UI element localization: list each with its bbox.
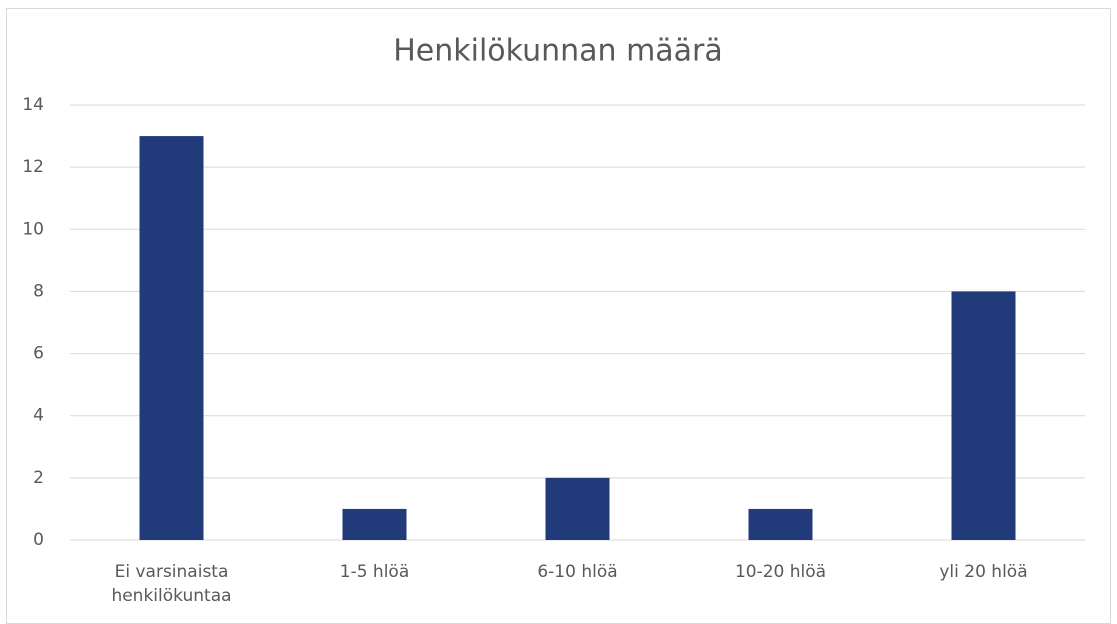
y-tick-label: 0 [33,530,44,550]
y-tick-label: 12 [22,157,44,177]
y-tick-label: 14 [22,95,44,115]
chart-title: Henkilökunnan määrä [393,34,723,69]
y-tick-label: 2 [33,468,44,488]
bar [139,136,204,541]
bar [748,508,813,540]
x-tick-label: 10-20 hlöä [734,562,827,582]
bar [342,508,407,540]
bar [951,291,1016,540]
x-tick-label: yli 20 hlöä [939,562,1028,582]
bar [545,477,610,540]
y-tick-label: 8 [33,281,44,301]
y-tick-label: 4 [33,406,44,426]
y-tick-label: 6 [33,344,44,364]
x-tick-label: Ei varsinaista henkilökuntaa [111,562,232,606]
y-tick-label: 10 [22,219,44,239]
x-tick-label: 6-10 hlöä [537,562,618,582]
x-tick-label: 1-5 hlöä [339,562,410,582]
